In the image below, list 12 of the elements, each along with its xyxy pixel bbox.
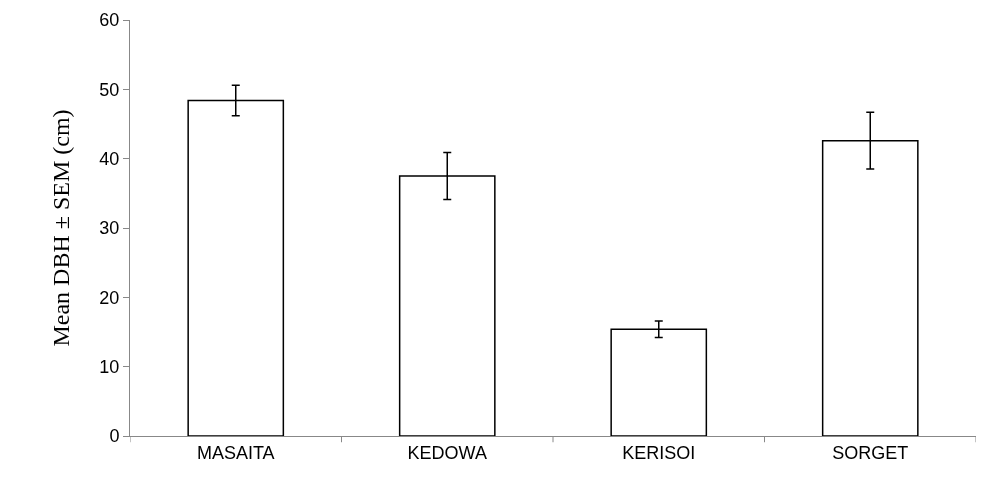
y-tick-label: 50 — [99, 79, 120, 100]
y-tick-label: 60 — [99, 10, 120, 31]
y-tick-label: 30 — [99, 218, 120, 239]
y-tick-label: 20 — [99, 287, 120, 308]
x-tick-label: SORGET — [832, 442, 909, 463]
y-tick-label: 0 — [109, 426, 120, 447]
y-tick-label: 10 — [99, 356, 120, 377]
y-axis-title: Mean DBH ± SEM (cm) — [48, 109, 75, 347]
x-tick-label: KEDOWA — [407, 442, 487, 463]
x-tick-label: MASAITA — [196, 442, 275, 463]
y-tick-label: 40 — [99, 148, 120, 169]
x-tick-label: KERISOI — [622, 442, 696, 463]
